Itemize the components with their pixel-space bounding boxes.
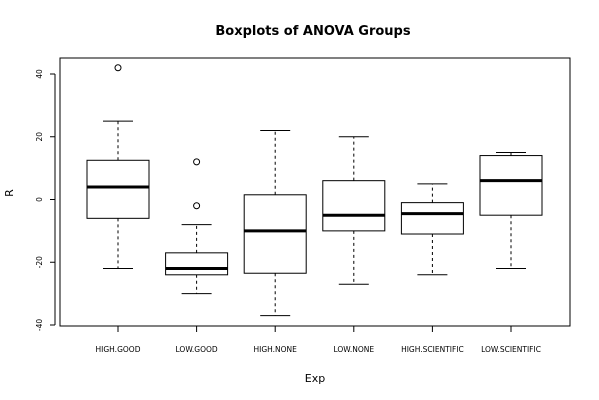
iqr-box <box>400 202 464 235</box>
iqr-box <box>86 159 150 219</box>
iqr-box <box>479 155 543 216</box>
x-tick-label: LOW.NONE <box>333 345 374 354</box>
iqr-box <box>322 180 386 232</box>
chart-title: Boxplots of ANOVA Groups <box>215 24 410 39</box>
outlier-point <box>114 64 122 72</box>
x-tick-label: HIGH.SCIENTIFIC <box>401 345 464 354</box>
box-high-scientific <box>400 183 464 276</box>
y-tick-label: 20 <box>35 132 44 142</box>
box-high-none <box>243 129 307 317</box>
y-axis: -40 -20 0 20 40 <box>35 69 56 331</box>
box-high-good <box>86 64 150 270</box>
x-tick-label: LOW.SCIENTIFIC <box>481 345 541 354</box>
x-axis-label: Exp <box>305 372 325 385</box>
y-tick-label: -20 <box>35 256 44 268</box>
box-low-good <box>165 158 229 295</box>
box-low-none <box>322 136 386 285</box>
y-tick-label: 0 <box>35 197 44 202</box>
boxes-group <box>86 64 543 317</box>
outlier-point <box>193 202 201 210</box>
y-axis-label: R <box>3 189 16 197</box>
x-tick-label: HIGH.NONE <box>253 345 297 354</box>
plot-frame <box>59 57 571 327</box>
x-axis-tick-labels: HIGH.GOOD LOW.GOOD HIGH.NONE LOW.NONE HIGH.S… <box>96 326 541 354</box>
x-tick-label: LOW.GOOD <box>176 345 218 354</box>
iqr-box <box>243 194 307 274</box>
iqr-box <box>165 252 229 276</box>
x-tick-label: HIGH.GOOD <box>96 345 141 354</box>
y-tick-label: 40 <box>35 69 44 79</box>
box-low-scientific <box>479 151 543 270</box>
outlier-point <box>193 158 201 166</box>
y-tick-label: -40 <box>35 319 44 331</box>
